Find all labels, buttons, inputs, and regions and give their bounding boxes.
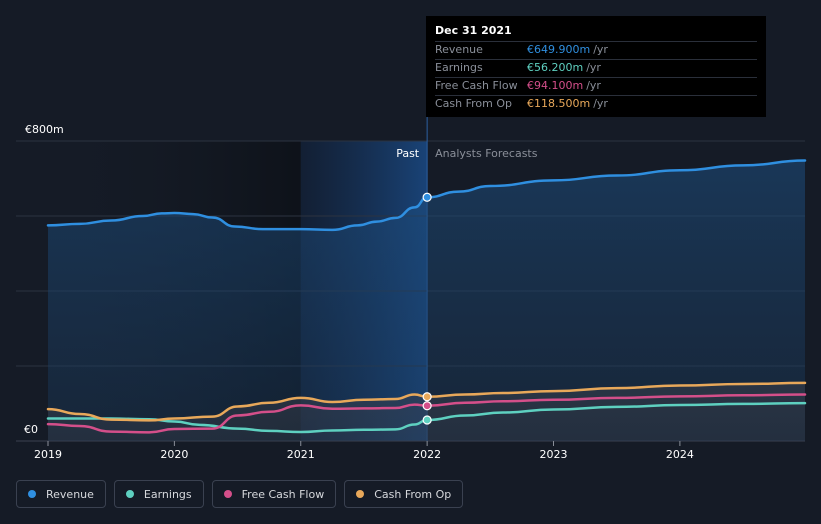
tooltip-value: €56.200m bbox=[527, 60, 583, 77]
past-label: Past bbox=[396, 147, 420, 160]
tooltip-value: €649.900m bbox=[527, 42, 590, 59]
tooltip-row-free-cash-flow: Free Cash Flow €94.100m /yr bbox=[435, 77, 757, 95]
tooltip-unit: /yr bbox=[586, 78, 601, 95]
cash-from-op-marker bbox=[423, 393, 431, 401]
tooltip-label: Cash From Op bbox=[435, 96, 527, 113]
tooltip-value: €118.500m bbox=[527, 96, 590, 113]
tooltip: Dec 31 2021 Revenue €649.900m /yr Earnin… bbox=[426, 16, 766, 117]
legend-label: Cash From Op bbox=[374, 488, 451, 501]
x-tick-label: 2023 bbox=[540, 448, 568, 461]
x-tick-label: 2022 bbox=[413, 448, 441, 461]
legend-item-free-cash-flow[interactable]: Free Cash Flow bbox=[212, 480, 337, 508]
free-cash-flow-marker bbox=[423, 402, 431, 410]
tooltip-unit: /yr bbox=[586, 60, 601, 77]
legend-label: Revenue bbox=[46, 488, 94, 501]
x-tick-label: 2021 bbox=[287, 448, 315, 461]
tooltip-row-earnings: Earnings €56.200m /yr bbox=[435, 59, 757, 77]
legend: Revenue Earnings Free Cash Flow Cash Fro… bbox=[16, 480, 463, 508]
y-axis-label-zero: €0 bbox=[24, 423, 38, 436]
tooltip-unit: /yr bbox=[593, 96, 608, 113]
legend-dot-icon bbox=[28, 490, 36, 498]
x-tick-label: 2024 bbox=[666, 448, 694, 461]
tooltip-unit: /yr bbox=[593, 42, 608, 59]
x-tick-label: 2019 bbox=[34, 448, 62, 461]
tooltip-label: Revenue bbox=[435, 42, 527, 59]
legend-dot-icon bbox=[224, 490, 232, 498]
forecast-label: Analysts Forecasts bbox=[435, 147, 538, 160]
tooltip-date: Dec 31 2021 bbox=[435, 24, 757, 41]
legend-dot-icon bbox=[356, 490, 364, 498]
legend-item-cash-from-op[interactable]: Cash From Op bbox=[344, 480, 463, 508]
legend-item-earnings[interactable]: Earnings bbox=[114, 480, 204, 508]
tooltip-row-revenue: Revenue €649.900m /yr bbox=[435, 41, 757, 59]
tooltip-label: Earnings bbox=[435, 60, 527, 77]
earnings-marker bbox=[423, 416, 431, 424]
legend-label: Free Cash Flow bbox=[242, 488, 325, 501]
x-tick-label: 2020 bbox=[160, 448, 188, 461]
y-axis-label-max: €800m bbox=[25, 123, 64, 136]
legend-dot-icon bbox=[126, 490, 134, 498]
legend-item-revenue[interactable]: Revenue bbox=[16, 480, 106, 508]
tooltip-row-cash-from-op: Cash From Op €118.500m /yr bbox=[435, 95, 757, 113]
tooltip-value: €94.100m bbox=[527, 78, 583, 95]
revenue-marker bbox=[423, 193, 431, 201]
legend-label: Earnings bbox=[144, 488, 192, 501]
tooltip-label: Free Cash Flow bbox=[435, 78, 527, 95]
